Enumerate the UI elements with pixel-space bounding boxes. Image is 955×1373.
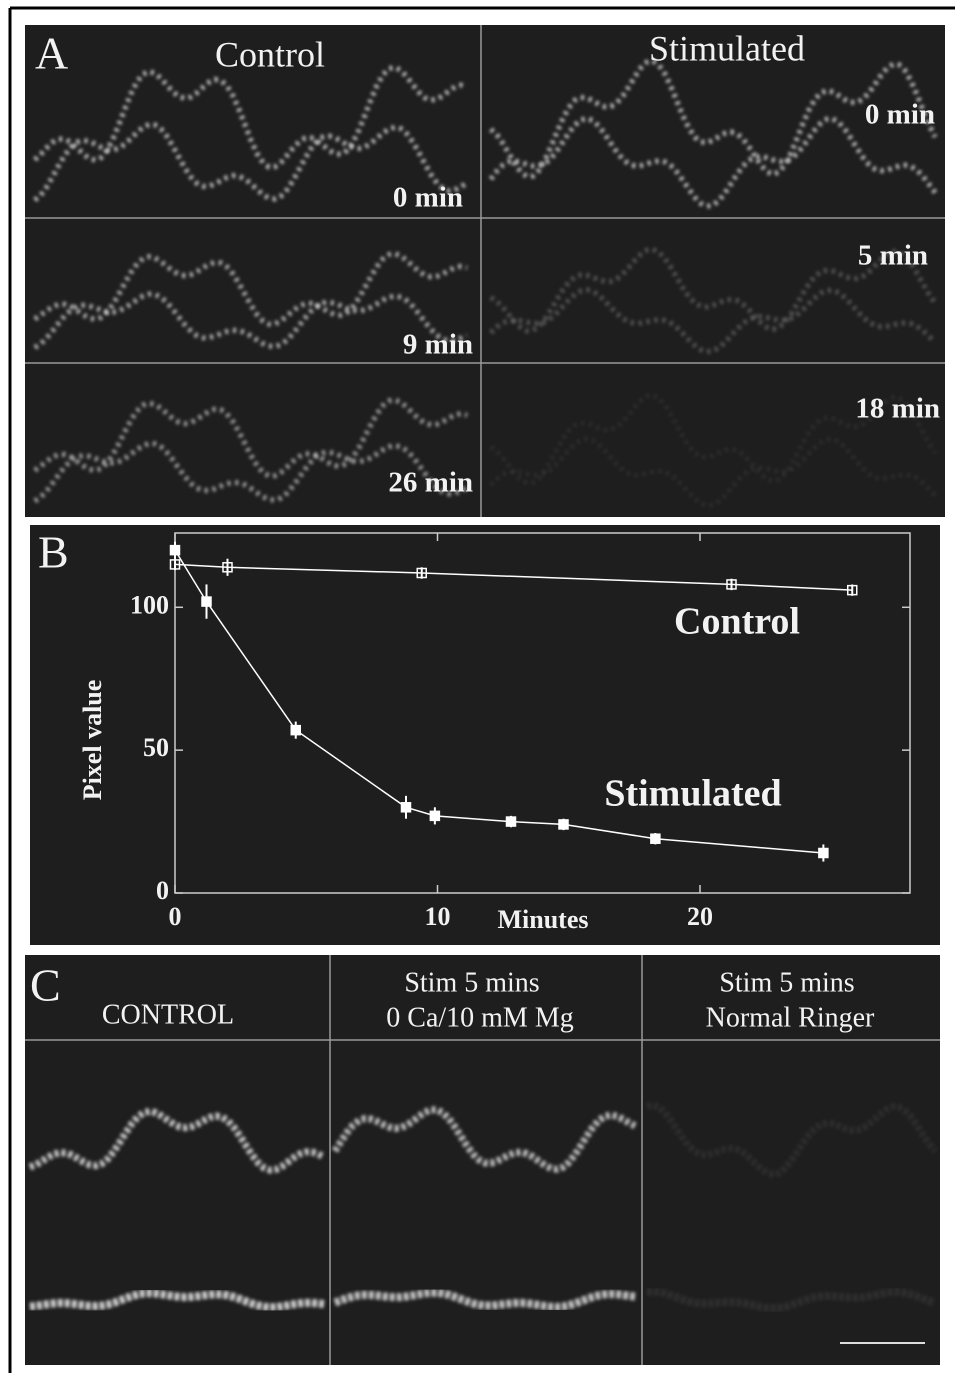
micrograph-signal xyxy=(33,291,469,350)
y-tick-label: 50 xyxy=(143,733,169,762)
chart: 0 50 100 0 10 20 Control Stimulated xyxy=(130,533,910,931)
series-label: Control xyxy=(674,601,800,643)
data-point xyxy=(818,847,829,859)
time-label: 18 min xyxy=(855,393,940,425)
y-axis-label: Pixel value xyxy=(78,680,107,801)
y-tick-label: 100 xyxy=(130,590,169,619)
panel-b xyxy=(30,525,940,945)
data-point xyxy=(169,559,181,570)
micrograph-signal xyxy=(489,246,938,334)
data-point xyxy=(222,562,233,573)
column-title: CONTROL xyxy=(102,999,234,1030)
plot-frame xyxy=(174,532,911,894)
data-point xyxy=(290,724,301,736)
data-point xyxy=(650,833,661,844)
micrograph-signal xyxy=(29,1289,325,1312)
time-label: 9 min xyxy=(403,329,473,361)
data-point xyxy=(847,584,858,596)
panel-label: C xyxy=(30,960,61,1011)
panel-a xyxy=(25,25,945,517)
data-point xyxy=(429,810,441,822)
data-point xyxy=(505,816,517,827)
time-label: 0 min xyxy=(393,182,463,214)
data-point xyxy=(558,819,569,830)
data-point xyxy=(169,544,181,556)
micrograph-signal xyxy=(646,1101,938,1179)
x-tick-label: 10 xyxy=(425,902,451,931)
column-title: Control xyxy=(215,34,325,74)
column-title: Stim 5 mins xyxy=(404,967,539,998)
column-title: Stim 5 mins xyxy=(719,967,854,998)
data-point xyxy=(726,579,737,590)
micrograph-signal xyxy=(489,392,938,486)
data-point xyxy=(416,567,427,579)
time-label: 26 min xyxy=(388,467,473,499)
micrograph-signal xyxy=(33,440,469,503)
y-tick-label: 0 xyxy=(156,876,169,905)
panel-label: B xyxy=(38,527,69,578)
micrograph-signal xyxy=(33,121,469,202)
column-title: Stimulated xyxy=(649,28,805,68)
micrograph-signal xyxy=(646,1287,937,1313)
series-label: Stimulated xyxy=(604,773,781,815)
x-axis-label: Minutes xyxy=(498,905,589,934)
data-point xyxy=(400,802,412,813)
panel-label: A xyxy=(35,28,68,79)
micrograph-signal xyxy=(332,1106,637,1173)
time-label: 5 min xyxy=(858,240,928,272)
micrograph-signal xyxy=(333,1288,636,1312)
micrograph-signal xyxy=(28,1107,326,1174)
x-tick-label: 20 xyxy=(687,902,713,931)
micrograph-signal xyxy=(489,58,938,180)
column-title: 0 Ca/10 mM Mg xyxy=(386,1002,573,1033)
x-tick-label: 0 xyxy=(169,902,182,931)
micrographs xyxy=(28,58,938,1313)
data-point xyxy=(201,596,212,607)
column-title: Normal Ringer xyxy=(706,1002,875,1033)
